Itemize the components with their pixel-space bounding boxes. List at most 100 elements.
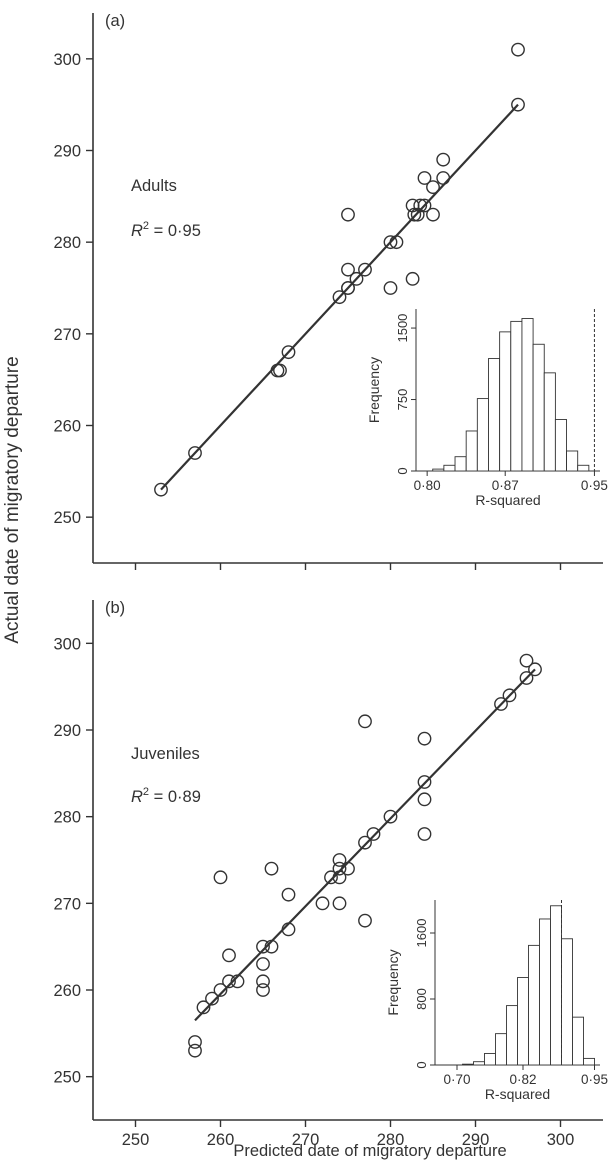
- scatter-point: [281, 922, 296, 937]
- panel-label: (a): [105, 12, 125, 30]
- inset-histogram: 0 800 1600 0·70 0·82 0·95 R-squared Frequency: [385, 900, 608, 1102]
- scatter-point: [528, 662, 542, 677]
- histogram-bar: [550, 905, 562, 1066]
- histogram-bar: [532, 343, 545, 472]
- histogram-bar: [454, 456, 467, 472]
- scatter-point: [222, 948, 236, 963]
- scatter-point: [417, 827, 432, 841]
- scatter-point: [519, 653, 534, 668]
- scatter-point: [341, 861, 355, 876]
- r-squared-annotation: R2 = 0·95: [131, 220, 201, 240]
- scatter-point: [426, 180, 440, 195]
- scatter-point: [389, 235, 404, 250]
- histogram-bar: [566, 450, 579, 472]
- scatter-point: [332, 870, 347, 885]
- histogram-bar: [528, 944, 540, 1066]
- scatter-point: [417, 792, 432, 807]
- scatter-point: [436, 171, 451, 185]
- shared-x-axis-label: Predicted date of migratory departure: [233, 1142, 506, 1160]
- x-tick-label: 260: [207, 1131, 235, 1149]
- inset-y-axis-label: Frequency: [366, 357, 382, 423]
- histogram-bar: [561, 938, 573, 1066]
- y-tick-label: 290: [53, 722, 81, 740]
- panel-label: (b): [105, 599, 125, 617]
- scatter-point: [256, 939, 270, 954]
- scatter-point: [315, 896, 330, 911]
- histogram-bar: [583, 1057, 595, 1066]
- y-tick-label: 250: [53, 509, 81, 527]
- scatter-point: [256, 974, 270, 989]
- histogram-bar: [465, 430, 478, 472]
- inset-y-tick-label: 0: [414, 1061, 429, 1068]
- histogram-bar: [510, 320, 523, 472]
- scatter-point: [358, 913, 372, 928]
- histogram-bar: [572, 1016, 584, 1066]
- scatter-point: [324, 870, 338, 885]
- scatter-point: [436, 152, 451, 167]
- inset-y-axis-label: Frequency: [385, 949, 401, 1015]
- histogram-bar: [543, 372, 556, 472]
- scatter-point: [341, 281, 355, 295]
- inset-y-tick-label: 1500: [395, 314, 410, 343]
- scatter-point: [417, 775, 432, 789]
- r-value: = 0·89: [149, 788, 201, 806]
- scatter-point: [341, 262, 355, 277]
- y-tick-label: 270: [53, 895, 81, 913]
- y-tick-label: 300: [53, 51, 81, 69]
- scatter-point: [154, 482, 168, 497]
- inset-x-axis-label: R-squared: [475, 492, 540, 508]
- inset-x-tick-label: 0·80: [414, 478, 441, 493]
- scatter-point: [213, 870, 228, 885]
- inset-x-tick-label: 0·95: [581, 478, 608, 493]
- inset-x-tick-label: 0·70: [443, 1072, 470, 1087]
- scatter-point: [188, 446, 202, 460]
- histogram-bar: [521, 318, 534, 472]
- scatter-point: [383, 809, 398, 824]
- histogram-bar: [484, 1052, 496, 1066]
- scatter-point: [417, 731, 432, 746]
- scatter-point: [230, 974, 245, 989]
- scatter-point: [366, 827, 381, 841]
- scatter-point: [332, 853, 347, 867]
- group-label: Adults: [131, 177, 177, 195]
- scatter-point: [281, 345, 296, 360]
- scatter-point: [511, 42, 525, 57]
- histogram-bar: [432, 468, 445, 472]
- r-value: = 0·95: [149, 222, 201, 240]
- scatter-point: [213, 983, 228, 997]
- shared-y-axis-label: Actual date of migratory departure: [2, 356, 23, 643]
- regression-line: [194, 668, 536, 1022]
- scatter-point: [417, 171, 432, 185]
- scatter-point: [383, 235, 398, 250]
- scatter-point: [332, 896, 347, 911]
- histogram-bar: [506, 1005, 518, 1066]
- scatter-point: [349, 271, 364, 286]
- r-symbol: R: [131, 222, 143, 240]
- inset-x-tick-label: 0·87: [492, 478, 519, 493]
- x-tick-label: 270: [292, 1131, 320, 1149]
- scatter-point: [332, 861, 347, 876]
- histogram-bar: [554, 419, 567, 472]
- scatter-point: [511, 97, 525, 112]
- scatter-point: [264, 861, 279, 876]
- r-superscript: 2: [143, 786, 149, 798]
- scatter-point: [410, 207, 425, 222]
- histogram-bar: [495, 1033, 507, 1066]
- histogram-bar: [488, 358, 501, 472]
- scatter-point: [332, 290, 347, 305]
- inset-x-tick-label: 0·95: [581, 1072, 608, 1087]
- y-tick-label: 290: [53, 143, 81, 161]
- histogram-bar: [462, 1063, 474, 1066]
- x-tick-label: 290: [462, 1131, 490, 1149]
- inset-y-tick-label: 0: [395, 467, 410, 474]
- r-symbol: R: [131, 788, 143, 806]
- histogram-bar: [577, 464, 590, 472]
- x-tick-label: 280: [377, 1131, 405, 1149]
- inset-histogram: 0 750 1500 0·80 0·87 0·95 R-squared Frequency: [366, 309, 608, 508]
- panel-a-adults: 250 260 270 280 290 300 (a) Adults R2 = 0·95 0 750…: [53, 12, 608, 570]
- scatter-point: [256, 983, 270, 997]
- scatter-point: [196, 1000, 211, 1015]
- scatter-point: [519, 671, 534, 685]
- y-tick-label: 270: [53, 326, 81, 344]
